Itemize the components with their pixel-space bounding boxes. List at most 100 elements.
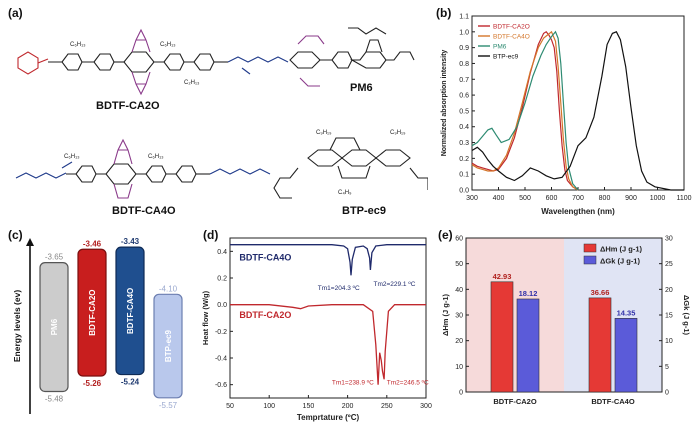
- x-tick-label: 900: [625, 195, 637, 202]
- annotation: Tm1=238.9 ºC: [332, 380, 374, 387]
- absorption-chart: 300 400 500 600 700 800 900 1000 1100 0.0 0.1 0.2 0.…: [441, 14, 692, 217]
- x-tick-label: 200: [342, 403, 354, 410]
- y-tick-label: 10: [455, 364, 463, 371]
- panel-label-a: (a): [8, 6, 23, 20]
- svg-text:C₉H₁₉: C₉H₁₉: [316, 130, 332, 136]
- y-tick-label: 0.9: [459, 45, 469, 52]
- y-tick-label: 50: [455, 261, 463, 268]
- x-tick-label: 400: [493, 195, 505, 202]
- energy-bar: [153, 293, 183, 399]
- series-line: [471, 30, 579, 191]
- y-axis-label: Normalized absorption intensity: [441, 50, 448, 157]
- y-right-tick-label: 5: [665, 364, 669, 371]
- y-right-tick-label: 0: [665, 390, 669, 397]
- energy-bar-label: BDTF-CA2O: [88, 290, 97, 336]
- y-tick-label: 0.0: [217, 302, 227, 309]
- y-tick-label: 0.2: [459, 156, 469, 163]
- legend-label: PM6: [493, 44, 507, 51]
- bar: [614, 318, 638, 393]
- x-tick-label: 50: [226, 403, 234, 410]
- panel-label-e: (e): [438, 228, 453, 242]
- bar: [516, 298, 540, 393]
- x-tick-label: 300: [420, 403, 432, 410]
- background-region: [564, 238, 662, 392]
- series-line: [230, 244, 426, 276]
- svg-text:C₂H₁₃: C₂H₁₃: [184, 80, 200, 86]
- homo-label: -5.48: [45, 394, 64, 403]
- y-tick-label: -0.2: [215, 329, 227, 336]
- y-right-axis-label: ΔGk (J g-1): [682, 295, 691, 335]
- y-tick-label: 0.8: [459, 61, 469, 68]
- annotation: BDTF-CA2O: [239, 310, 291, 320]
- homo-label: -5.26: [83, 379, 102, 388]
- legend-swatch: [583, 255, 597, 265]
- y-tick-label: 0.2: [217, 276, 227, 283]
- x-tick-label: 700: [572, 195, 584, 202]
- x-tick-label: 100: [263, 403, 275, 410]
- plot-frame: [229, 237, 427, 399]
- series-line: [230, 304, 426, 385]
- y-tick-label: 0.1: [459, 172, 469, 179]
- legend-label: BTP-ec9: [493, 54, 519, 61]
- x-tick-label: 800: [599, 195, 611, 202]
- legend-swatch: [583, 243, 597, 253]
- y-tick-label: 1.0: [459, 29, 469, 36]
- molecule-name-pm6: PM6: [350, 82, 373, 94]
- y-tick-label: 20: [455, 338, 463, 345]
- annotation: Tm1=204.3 ºC: [318, 285, 360, 292]
- y-tick-label: -0.6: [215, 382, 227, 389]
- bar-value-label: 42.93: [493, 272, 512, 281]
- legend-label: ΔHm (J g-1): [600, 245, 643, 254]
- energy-bar: [39, 262, 69, 393]
- y-tick-label: 0.0: [459, 188, 469, 195]
- homo-label: -5.24: [121, 378, 140, 387]
- panel-label-b: (b): [436, 6, 452, 20]
- y-tick-label: 40: [455, 287, 463, 294]
- y-tick-label: 60: [455, 236, 463, 243]
- molecule-name-btp-ec9: BTP-ec9: [342, 205, 387, 217]
- y-axis-label: Heat flow (W/g): [201, 290, 210, 345]
- annotation: Tm2=246.5 ºC: [387, 380, 429, 387]
- energy-bar-label: BTP-ec9: [164, 330, 173, 363]
- x-axis-label: Wavelengthen (nm): [541, 207, 615, 216]
- x-tick-label: 500: [519, 195, 531, 202]
- y-right-tick-label: 25: [665, 261, 673, 268]
- molecule-name-bdtf-ca2o: BDTF-CA2O: [96, 100, 160, 112]
- y-right-tick-label: 15: [665, 313, 673, 320]
- svg-text:C₄H₉: C₄H₉: [338, 190, 352, 196]
- panel-label-c: (c): [8, 228, 23, 242]
- y-tick-label: 0.3: [459, 140, 469, 147]
- panel-label-d: (d): [203, 228, 219, 242]
- y-axis-label: ΔHm (J g-1): [441, 293, 450, 336]
- energy-bar: [77, 248, 107, 377]
- y-axis-label: Energy levels (ev): [12, 290, 22, 362]
- annotation: Tm2=229.1 ºC: [373, 281, 415, 288]
- bar: [490, 281, 514, 393]
- x-tick-label: 300: [466, 195, 478, 202]
- molecule-name-bdtf-ca4o: BDTF-CA4O: [112, 205, 176, 217]
- series-line: [471, 31, 684, 191]
- y-right-tick-label: 10: [665, 338, 673, 345]
- legend-label: BDTF-CA2O: [493, 24, 530, 31]
- y-axis-arrow: [26, 238, 34, 246]
- bar-value-label: 14.35: [617, 308, 636, 317]
- homo-label: -5.57: [159, 401, 178, 410]
- legend-label: ΔGk (J g-1): [600, 257, 640, 266]
- x-axis-label: Temprtature (ºC): [297, 413, 360, 422]
- svg-text:C₆H₁₃: C₆H₁₃: [160, 42, 176, 48]
- energy-bar-label: PM6: [50, 318, 59, 335]
- lumo-label: -4.10: [159, 284, 178, 293]
- y-tick-label: 0.4: [217, 249, 227, 256]
- svg-text:C₆H₁₃: C₆H₁₃: [70, 42, 86, 48]
- molecule-structures: C₆H₁₃ C₆H₁₃ C₂H₁₃ C₆H₁₃ C₆H₁₃ C₉H₁₉ C₉H₁₉ C₄…: [15, 27, 428, 199]
- svg-text:C₆H₁₃: C₆H₁₃: [148, 154, 164, 160]
- lumo-label: -3.65: [45, 253, 64, 262]
- background-region: [466, 238, 564, 392]
- y-tick-label: 0.6: [459, 93, 469, 100]
- y-tick-label: 30: [455, 313, 463, 320]
- svg-text:C₉H₁₉: C₉H₁₉: [390, 130, 406, 136]
- y-tick-label: -0.4: [215, 356, 227, 363]
- y-right-tick-label: 20: [665, 287, 673, 294]
- energy-bar: [115, 246, 145, 376]
- svg-text:C₆H₁₃: C₆H₁₃: [64, 154, 80, 160]
